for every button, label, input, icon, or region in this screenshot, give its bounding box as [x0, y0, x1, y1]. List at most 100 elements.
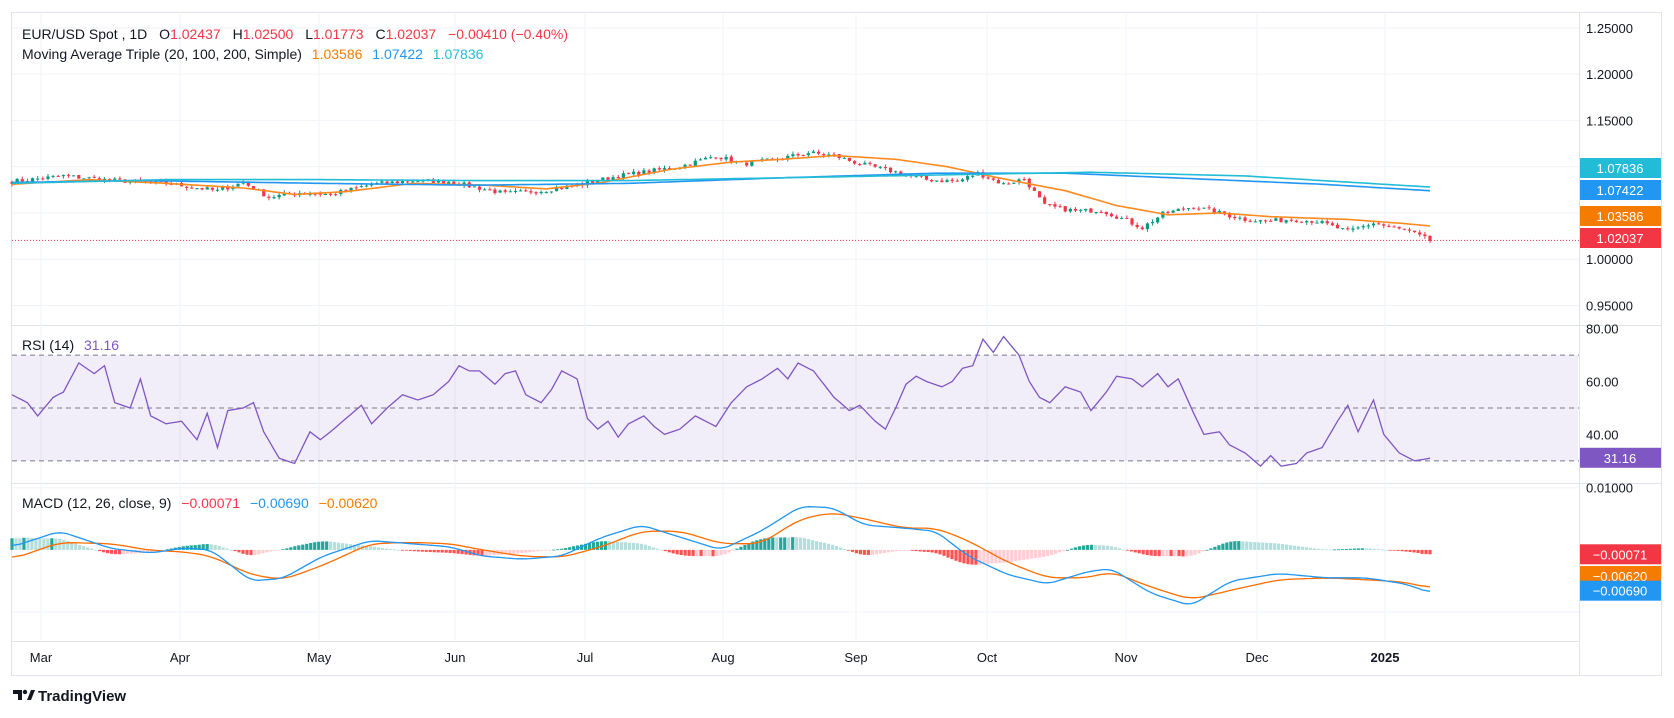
macd-hist-bar: [145, 549, 150, 553]
candle-body: [51, 175, 55, 177]
candle-body: [370, 184, 374, 186]
candle-body: [210, 187, 214, 190]
candle-body: [46, 176, 50, 180]
macd-hist-bar: [400, 549, 404, 551]
candle-body: [899, 171, 903, 175]
candle-body: [1402, 228, 1406, 230]
macd-hist-bar: [440, 549, 444, 553]
ma-title[interactable]: Moving Average Triple (20, 100, 200, Sim…: [22, 46, 302, 62]
main-legend: EUR/USD Spot , 1D O1.02437 H1.02500 L1.0…: [22, 26, 568, 42]
macd-hist-bar: [683, 549, 687, 556]
macd-hist-bar: [309, 542, 313, 550]
candle-body: [888, 167, 893, 173]
price-badges: 1.07836 1.07422 1.03586 1.02037 31.16 −0.0007…: [1580, 158, 1661, 601]
badge-ma100-bg: [1580, 180, 1661, 200]
candle-body: [986, 177, 990, 179]
candle-body: [82, 178, 86, 180]
candle-body: [251, 186, 256, 190]
candle-body: [919, 175, 923, 177]
badge-ma20-bg: [1580, 206, 1661, 226]
macd-hist-bar: [209, 544, 213, 550]
macd-hist-bar: [325, 541, 329, 550]
candle-body: [1382, 224, 1386, 226]
ma-line-ma100: [11, 172, 1431, 192]
time-axis[interactable]: Mar Apr May Jun Jul Aug Sep Oct Nov Dec 2025: [30, 650, 1400, 665]
price-axis[interactable]: 1.25000 1.20000 1.15000 1.00000 0.95000 80.00…: [1586, 21, 1633, 496]
macd-hist-bar: [285, 548, 289, 550]
macd-hist-bar: [1153, 549, 1157, 556]
candle-body: [1289, 219, 1293, 221]
macd-hist-bar: [1053, 549, 1058, 554]
macd-hist-bar: [321, 541, 325, 550]
macd-hist-bar: [671, 549, 675, 554]
candle-body: [164, 180, 168, 184]
macd-hist-bar: [14, 538, 18, 550]
macd-hist-bar: [663, 549, 667, 552]
macd-hist-bar: [149, 549, 154, 553]
candle-body: [185, 186, 189, 188]
tradingview-logo[interactable]: TradingView: [13, 688, 126, 705]
macd-hist-bar: [70, 542, 74, 550]
rsi-title[interactable]: RSI (14): [22, 337, 74, 353]
macd-hist-bar: [842, 549, 847, 550]
candle-body: [642, 170, 646, 175]
macd-hist-bar: [1089, 544, 1094, 550]
macd-hist-bar: [1253, 542, 1257, 550]
macd-title[interactable]: MACD (12, 26, close, 9): [22, 495, 171, 511]
macd-hist-bar: [344, 543, 349, 550]
macd-hist-bar: [125, 549, 130, 554]
macd-hist-bar: [1077, 546, 1082, 550]
candle-body: [395, 181, 399, 184]
macd-hist-bar: [424, 549, 428, 552]
macd-hist-bar: [1360, 548, 1364, 550]
macd-hist-bar: [1177, 549, 1181, 557]
candle-body: [539, 191, 543, 194]
macd-hist-bar: [1332, 549, 1337, 551]
candle-body: [1299, 221, 1304, 223]
macd-hist-bar: [229, 549, 233, 551]
interval-label[interactable]: 1D: [129, 26, 147, 42]
candle-body: [431, 179, 435, 183]
macd-hist-bar: [313, 542, 317, 550]
macd-hist-bar: [480, 549, 484, 556]
macd-hist-bar: [958, 549, 962, 563]
macd-hist-bar: [161, 549, 165, 551]
open-value: 1.02437: [170, 26, 221, 42]
macd-hist-bar: [1097, 545, 1101, 550]
macd-hist-bar: [1312, 548, 1317, 550]
grid: [12, 14, 1579, 640]
macd-hist-bar: [799, 537, 803, 550]
macd-signal-value: −0.00620: [319, 495, 378, 511]
macd-hist-bar: [1392, 549, 1396, 551]
rsi-tick-label: 80.00: [1586, 322, 1619, 337]
candle-body: [1371, 223, 1376, 226]
macd-hist-bar: [1396, 549, 1400, 551]
candle-body: [590, 180, 595, 183]
candle-body: [1192, 207, 1196, 209]
macd-hist-bar: [1042, 549, 1046, 557]
macd-hist-bar: [528, 549, 532, 553]
ma-line-ma200: [11, 171, 1431, 188]
macd-hist-bar: [141, 549, 146, 553]
symbol-title[interactable]: EUR/USD Spot: [22, 26, 118, 42]
macd-hist-bar: [623, 542, 628, 550]
macd-hist-bar: [1245, 541, 1249, 550]
macd-hist-bar: [731, 549, 735, 551]
candle-body: [1243, 217, 1247, 221]
macd-hist-bar: [850, 549, 855, 552]
candle-body: [1089, 208, 1093, 213]
macd-hist-bar: [197, 544, 201, 550]
time-tick-label: Jul: [577, 650, 594, 665]
badge-last-price: 1.02037: [1597, 231, 1644, 246]
macd-hist-bar: [233, 549, 237, 552]
rsi-line: [11, 335, 1431, 467]
macd-hist-bar: [1141, 549, 1145, 555]
candle-body: [416, 181, 420, 183]
macd-hist-bar: [822, 542, 827, 550]
macd-hist-bar: [1026, 549, 1030, 560]
macd-hist-bar: [1181, 549, 1185, 557]
candle-body: [1423, 234, 1427, 237]
macd-hist-bar: [1308, 547, 1313, 550]
time-tick-label: May: [307, 650, 332, 665]
